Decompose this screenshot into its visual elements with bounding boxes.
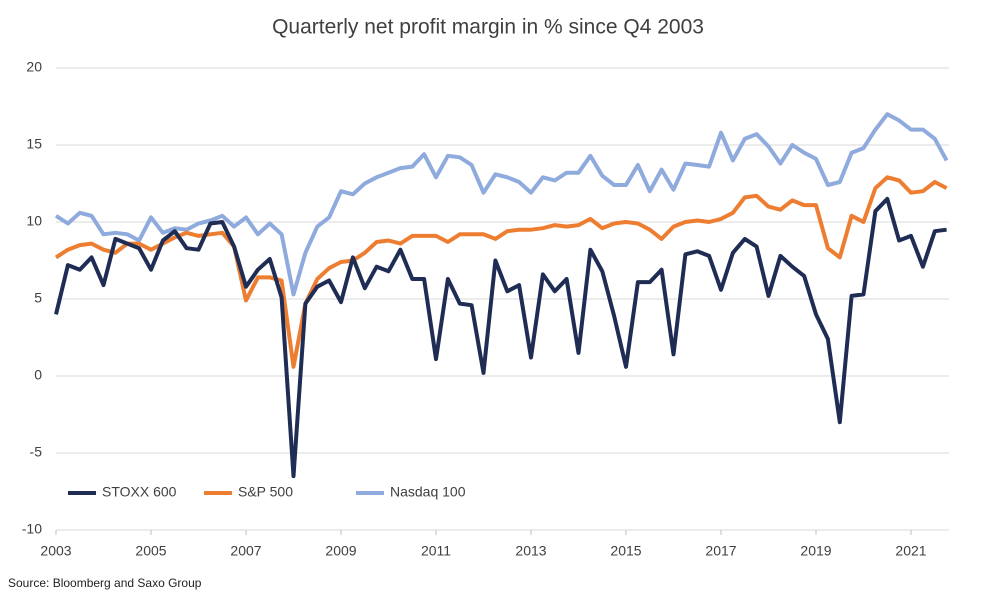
y-tick-label: -10	[22, 521, 42, 537]
legend-label: Nasdaq 100	[390, 484, 466, 500]
y-tick-label: -5	[30, 444, 43, 460]
x-tick-label: 2007	[230, 543, 261, 559]
y-tick-label: 15	[26, 136, 42, 152]
x-tick-label: 2003	[40, 543, 71, 559]
x-tick-label: 2005	[135, 543, 166, 559]
y-tick-label: 10	[26, 213, 42, 229]
series-line	[54, 196, 947, 479]
x-tick-label: 2009	[325, 543, 356, 559]
legend-label: STOXX 600	[102, 484, 177, 500]
x-tick-label: 2017	[705, 543, 736, 559]
y-tick-label: 0	[34, 367, 42, 383]
y-tick-label: 5	[34, 290, 42, 306]
x-tick-label: 2015	[610, 543, 641, 559]
x-tick-label: 2011	[421, 543, 451, 559]
legend-label: S&P 500	[238, 484, 293, 500]
x-tick-label: 2013	[515, 543, 546, 559]
series-line	[54, 112, 949, 297]
chart-title: Quarterly net profit margin in % since Q…	[272, 16, 704, 39]
x-tick-label: 2021	[895, 543, 926, 559]
source-note: Source: Bloomberg and Saxo Group	[8, 576, 202, 590]
x-tick-label: 2019	[800, 543, 831, 559]
y-tick-label: 20	[26, 59, 42, 75]
